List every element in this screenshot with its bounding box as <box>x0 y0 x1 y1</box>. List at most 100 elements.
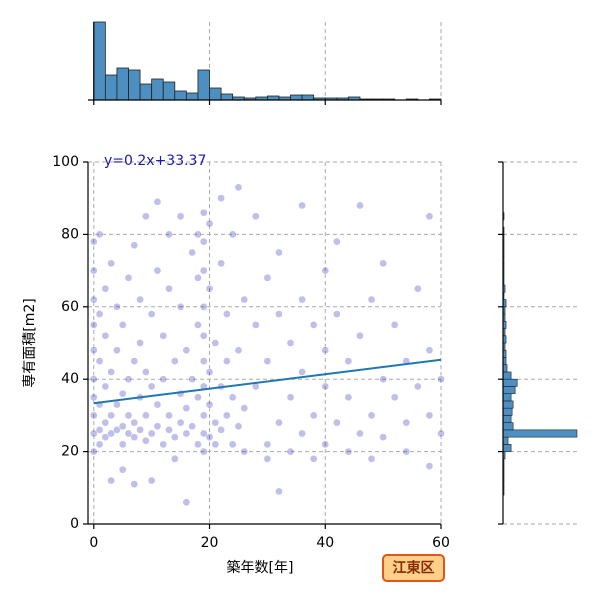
hist-bar <box>502 444 512 452</box>
point <box>89 393 98 402</box>
hist-bar <box>104 74 118 101</box>
point <box>153 422 162 431</box>
hist-bar <box>502 400 514 409</box>
hist-bar <box>151 78 164 101</box>
point <box>89 411 98 420</box>
point <box>165 426 173 434</box>
point <box>101 433 110 441</box>
point <box>217 259 225 268</box>
point <box>107 476 115 485</box>
hist-bar <box>93 21 106 101</box>
point <box>170 357 179 365</box>
point <box>332 418 341 427</box>
point <box>223 357 231 365</box>
point <box>356 429 364 438</box>
point <box>240 295 249 304</box>
point <box>176 302 185 311</box>
point <box>182 404 191 413</box>
annotation: y=0.2x+33.37 <box>104 153 206 169</box>
point <box>199 331 208 340</box>
point <box>425 462 434 470</box>
point <box>124 429 133 438</box>
point <box>89 295 98 304</box>
point <box>153 400 162 409</box>
y-tick-label: 60 <box>61 299 79 315</box>
hist-bar <box>116 67 129 101</box>
badge-box <box>382 554 445 582</box>
point <box>95 357 104 365</box>
point <box>124 411 133 420</box>
point <box>107 411 115 420</box>
point <box>142 212 150 221</box>
point <box>205 400 214 409</box>
point <box>263 440 272 449</box>
hist-bar <box>197 69 210 101</box>
point <box>425 346 434 355</box>
hist-bar <box>502 386 516 394</box>
point <box>344 447 353 456</box>
point <box>367 411 376 420</box>
point <box>95 440 104 449</box>
hist-bar <box>162 81 176 101</box>
y-tick-label: 20 <box>61 444 79 460</box>
point <box>298 368 306 376</box>
point <box>251 321 260 329</box>
hist-bar <box>502 378 518 387</box>
hist-bar <box>502 429 578 438</box>
point <box>182 498 191 507</box>
point <box>286 447 295 456</box>
point <box>275 248 283 257</box>
point <box>402 447 411 456</box>
point <box>130 418 139 427</box>
hist-bar <box>502 415 512 423</box>
point <box>390 393 399 402</box>
point <box>332 310 341 318</box>
point <box>165 230 173 239</box>
point <box>298 295 306 304</box>
y-tick-label: 40 <box>61 371 79 387</box>
point <box>275 418 283 427</box>
badge: 江東区 <box>393 560 435 577</box>
hist-bar <box>502 371 512 380</box>
point <box>211 339 220 347</box>
hist-bar <box>128 69 141 101</box>
point <box>176 212 185 221</box>
point <box>95 310 104 318</box>
point <box>130 241 139 250</box>
point <box>130 433 139 441</box>
point <box>356 201 364 210</box>
x-tick-label: 60 <box>432 535 450 551</box>
point <box>113 400 121 409</box>
point <box>263 357 272 365</box>
hist-bar <box>502 364 508 373</box>
point <box>118 321 127 329</box>
point <box>217 194 225 203</box>
point <box>107 368 115 376</box>
point <box>199 266 208 275</box>
hist-bar <box>301 94 315 101</box>
point <box>142 436 150 445</box>
point <box>182 346 191 355</box>
point <box>118 465 127 474</box>
point <box>194 230 202 239</box>
point <box>136 339 144 347</box>
point <box>263 273 272 282</box>
y-tick-label: 0 <box>70 516 79 532</box>
point <box>118 422 127 431</box>
point <box>147 382 156 391</box>
point <box>321 440 330 449</box>
point <box>240 447 249 456</box>
hist-bar <box>502 393 512 402</box>
y-tick-label: 80 <box>61 226 79 242</box>
point <box>136 295 144 304</box>
point <box>234 422 243 431</box>
point <box>309 454 318 463</box>
point <box>118 389 127 398</box>
point <box>113 346 121 355</box>
point <box>228 440 237 449</box>
point <box>414 284 422 293</box>
point <box>130 357 139 365</box>
point <box>153 266 162 275</box>
point <box>153 197 162 206</box>
